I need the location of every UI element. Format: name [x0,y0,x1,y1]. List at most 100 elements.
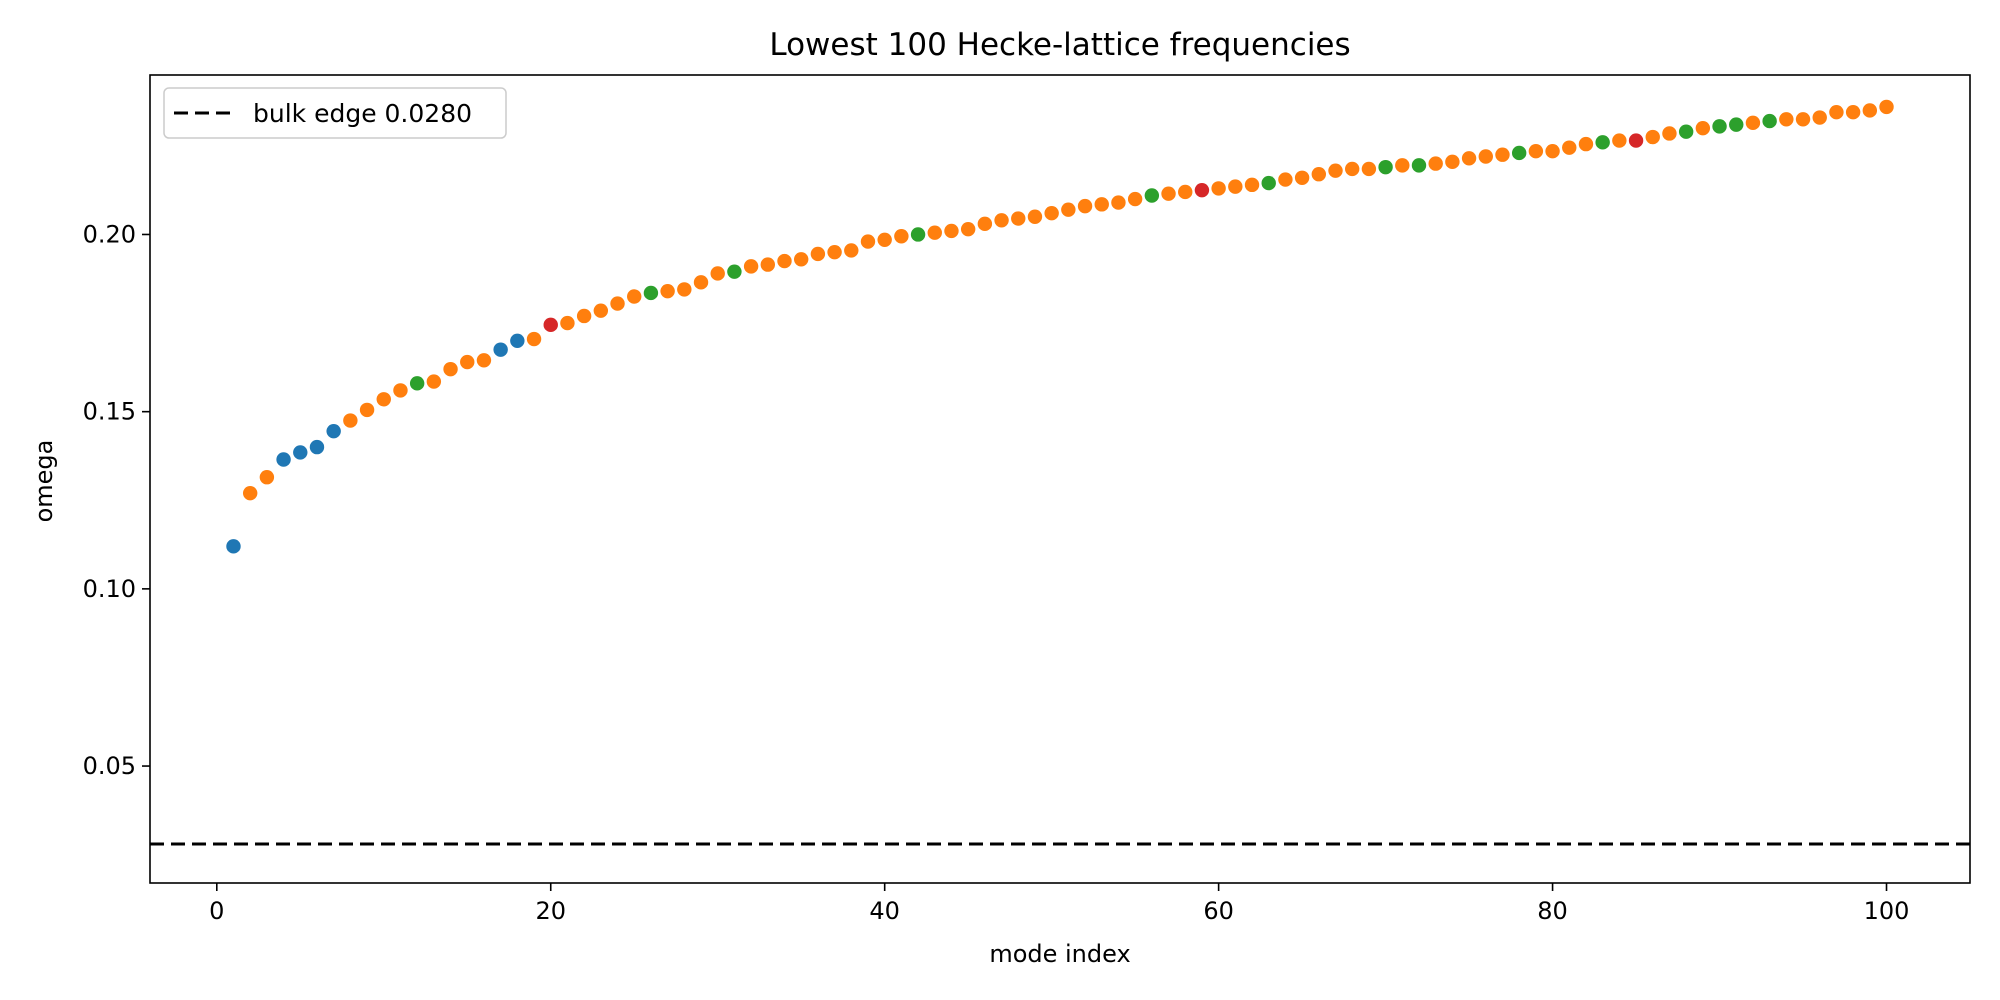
data-point-32 [743,259,759,274]
data-point-54 [1111,195,1126,210]
data-point-36 [810,246,826,262]
data-point-5 [293,445,308,460]
data-point-11 [393,383,408,398]
data-point-57 [1161,186,1176,201]
data-point-47 [994,213,1009,228]
data-point-62 [1244,177,1260,193]
axes-frame [149,74,1971,884]
data-point-15 [460,354,475,370]
chart-title: Lowest 100 Hecke-lattice frequencies [769,27,1350,63]
data-point-88 [1678,124,1694,139]
x-tick-label: 20 [535,897,566,925]
data-point-99 [1862,103,1878,118]
x-tick-label: 100 [1864,897,1910,925]
data-point-17 [493,342,508,357]
data-point-80 [1545,143,1560,159]
x-tick-label: 40 [869,897,900,925]
data-point-63 [1261,175,1276,191]
data-point-19 [526,331,542,347]
data-point-73 [1428,156,1443,171]
y-tick-label: 0.20 [83,220,136,248]
data-point-50 [1044,206,1059,221]
data-point-70 [1378,159,1393,175]
data-point-14 [443,361,458,377]
data-point-38 [844,243,859,258]
data-point-10 [376,392,391,407]
data-point-49 [1027,209,1043,224]
data-point-21 [560,315,575,331]
y-tick-label: 0.15 [83,398,136,426]
data-point-92 [1745,115,1761,131]
data-point-82 [1578,136,1594,152]
scatter-points [226,99,1894,554]
x-tick-label: 80 [1537,897,1568,925]
data-point-37 [827,244,842,260]
y-tick-label: 0.05 [83,752,136,780]
data-point-65 [1294,170,1310,185]
data-point-66 [1311,167,1327,182]
data-point-13 [426,374,442,389]
data-point-55 [1127,191,1143,207]
legend-label: bulk edge 0.0280 [253,99,472,128]
data-point-90 [1712,119,1727,134]
data-point-9 [359,402,375,418]
data-point-83 [1595,135,1610,150]
data-point-77 [1495,147,1510,162]
data-point-29 [693,275,709,290]
data-point-43 [927,225,942,240]
data-point-2 [242,485,258,501]
y-axis-ticks: 0.05 0.10 0.15 0.20 [83,220,150,780]
data-point-8 [343,413,358,428]
data-point-22 [576,308,592,324]
data-point-74 [1445,154,1460,170]
data-point-59 [1194,182,1210,198]
data-point-6 [309,439,325,455]
data-point-56 [1144,188,1160,203]
data-point-97 [1829,105,1844,120]
data-point-58 [1178,184,1193,200]
data-point-85 [1628,133,1644,148]
data-point-78 [1511,145,1527,161]
data-point-4 [276,452,291,467]
data-point-87 [1662,126,1677,141]
data-point-52 [1077,198,1093,214]
legend: bulk edge 0.0280 [163,87,507,139]
data-point-91 [1729,117,1744,132]
data-point-64 [1278,172,1293,187]
data-point-67 [1328,163,1343,178]
data-point-33 [760,257,775,272]
data-point-100 [1879,99,1894,115]
x-axis-ticks: 0 20 40 60 80 100 [209,883,1909,925]
data-point-34 [777,253,792,269]
x-tick-label: 0 [209,897,224,925]
x-tick-label: 60 [1203,897,1234,925]
data-point-61 [1228,179,1243,194]
data-point-40 [877,232,892,247]
data-point-60 [1211,181,1226,196]
data-point-3 [259,470,275,485]
data-point-98 [1845,105,1861,120]
y-tick-label: 0.10 [83,575,136,603]
data-point-12 [409,376,425,391]
data-point-30 [710,266,725,281]
data-point-86 [1645,129,1660,145]
data-point-96 [1812,110,1827,125]
data-point-44 [944,223,959,239]
data-point-79 [1528,143,1544,159]
data-point-7 [326,423,341,439]
x-axis-label: mode index [989,940,1130,968]
data-point-72 [1411,158,1427,173]
data-point-84 [1612,133,1627,148]
data-point-45 [960,221,976,237]
y-axis-label: omega [30,440,58,523]
data-point-35 [793,252,809,267]
data-point-23 [593,303,609,318]
data-point-81 [1562,140,1577,155]
data-point-95 [1795,112,1811,127]
data-point-16 [476,353,492,368]
data-point-25 [627,289,642,304]
data-point-89 [1695,120,1711,136]
data-point-75 [1461,151,1477,166]
